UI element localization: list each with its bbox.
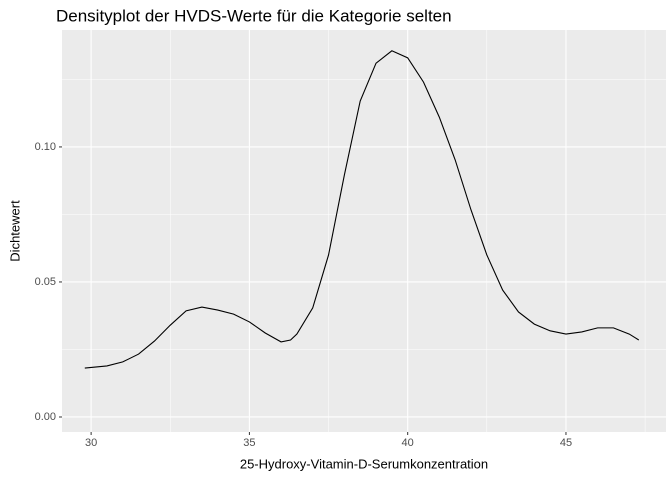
- panel: [62, 30, 666, 432]
- density-line: [84, 50, 640, 369]
- x-tick-label: 45: [560, 437, 572, 449]
- y-axis-title: Dichtewert: [7, 200, 22, 262]
- x-tick-label: 40: [402, 437, 414, 449]
- y-tick-label: 0.05: [35, 276, 56, 288]
- x-axis-title: 25-Hydroxy-Vitamin-D-Serumkonzentration: [240, 456, 488, 471]
- x-tick-label: 30: [85, 437, 97, 449]
- y-tick-label: 0.10: [35, 141, 56, 153]
- grid: [62, 30, 666, 432]
- plot-area: [84, 50, 640, 369]
- y-tick-label: 0.00: [35, 411, 56, 423]
- chart-title: Densityplot der HVDS-Werte für die Kateg…: [56, 6, 452, 25]
- x-tick-label: 35: [243, 437, 255, 449]
